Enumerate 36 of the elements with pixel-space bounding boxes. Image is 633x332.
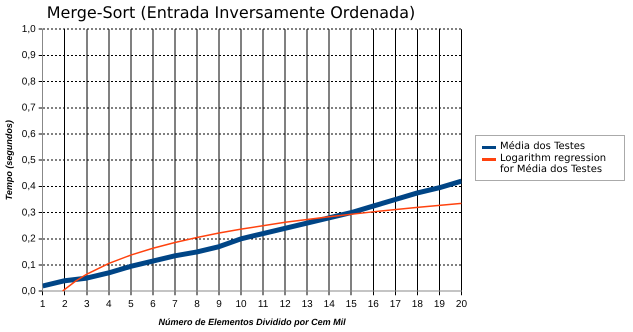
chart-title: Merge-Sort (Entrada Inversamente Ordenada) bbox=[46, 2, 416, 22]
y-tick-label: 0,6 bbox=[22, 128, 36, 140]
y-axis-title: Tempo (segundos) bbox=[4, 120, 14, 200]
x-tick-label: 15 bbox=[346, 298, 358, 310]
x-tick-label: 4 bbox=[106, 298, 112, 310]
x-tick-label: 1 bbox=[40, 298, 46, 310]
x-tick-label: 10 bbox=[235, 298, 248, 310]
x-tick-label: 8 bbox=[194, 298, 200, 310]
y-tick-label: 0,4 bbox=[22, 181, 36, 192]
legend-label: Logarithm regression for Média dos Testes bbox=[500, 153, 608, 175]
x-tick-label: 5 bbox=[128, 298, 134, 310]
x-tick-label: 17 bbox=[390, 298, 402, 310]
x-tick-label: 2 bbox=[62, 298, 68, 310]
x-tick-label: 18 bbox=[412, 298, 424, 310]
x-tick-label: 3 bbox=[84, 298, 90, 310]
x-tick-label: 7 bbox=[172, 298, 178, 310]
x-tick-label: 14 bbox=[324, 298, 336, 310]
y-tick-label: 0,1 bbox=[22, 260, 36, 271]
y-tick-label: 0,3 bbox=[22, 207, 36, 218]
x-tick-label: 13 bbox=[302, 298, 314, 310]
legend-label: Média dos Testes bbox=[500, 141, 586, 152]
x-axis-title: Número de Elementos Dividido por Cem Mil bbox=[158, 317, 346, 328]
x-tick-label: 19 bbox=[434, 298, 446, 310]
y-tick-label: 0,2 bbox=[22, 234, 36, 245]
x-tick-label: 12 bbox=[280, 298, 292, 310]
y-tick-label: 0,8 bbox=[22, 76, 36, 88]
x-tick-label: 11 bbox=[258, 298, 269, 310]
y-tick-label: 0,0 bbox=[22, 286, 36, 297]
y-tick-label: 0,5 bbox=[22, 154, 36, 166]
x-tick-label: 16 bbox=[368, 298, 380, 310]
x-tick-label: 6 bbox=[150, 298, 156, 310]
y-tick-label: 0,7 bbox=[22, 102, 36, 114]
y-tick-label: 0,9 bbox=[22, 50, 36, 62]
x-tick-label: 9 bbox=[216, 298, 222, 310]
y-tick-label: 1,0 bbox=[22, 24, 36, 35]
x-tick-label: 20 bbox=[456, 298, 468, 310]
